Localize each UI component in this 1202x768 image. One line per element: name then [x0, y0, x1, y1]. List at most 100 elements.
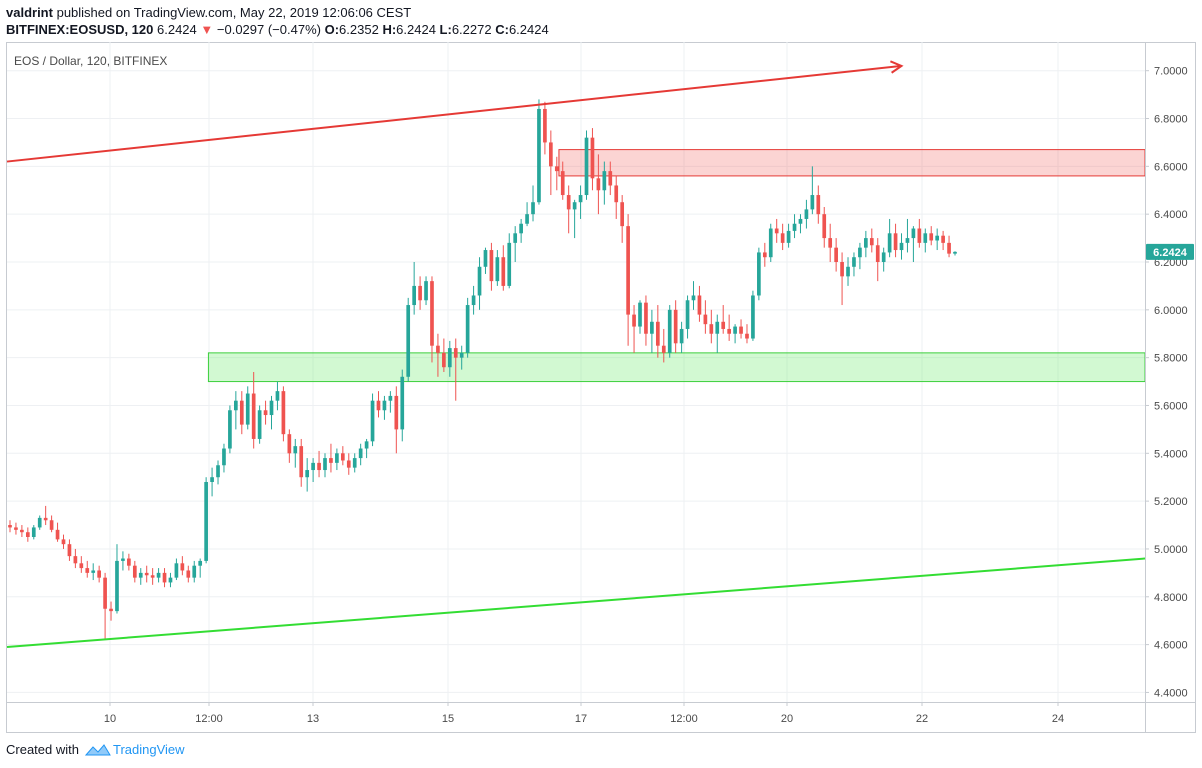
time-axis: 10 12:00 13 15 17 12:00 20 22 24 [104, 702, 1064, 725]
candle-down [727, 328, 731, 334]
y-tick-label: 5.0000 [1154, 544, 1188, 556]
candle-down [549, 142, 553, 167]
candle-up [495, 257, 500, 282]
candle-down [340, 453, 345, 461]
candle-up [91, 570, 96, 573]
candle-down [394, 395, 399, 430]
candle-up [234, 400, 238, 411]
candle-up [168, 577, 173, 583]
candle-down [762, 252, 767, 258]
candle-up [412, 285, 416, 306]
candle-down [79, 563, 84, 569]
y-tick-label: 7.0000 [1154, 66, 1188, 78]
candle-down [162, 572, 167, 583]
candle-up [519, 223, 523, 234]
last-price-label: 6.2424 [1153, 247, 1188, 259]
candle-up [923, 233, 928, 243]
candle-down [947, 242, 951, 254]
candle-up [513, 233, 518, 243]
candle-up [228, 410, 232, 449]
candle-down [436, 345, 440, 353]
candle-up [222, 448, 226, 466]
candle-up [881, 252, 886, 262]
zones [207, 149, 1145, 383]
candle-down [917, 228, 922, 243]
candle-up [31, 527, 36, 537]
x-tick-label: 13 [307, 713, 319, 725]
candle-up [733, 326, 737, 334]
candle-down [287, 434, 292, 454]
support-trendline [6, 557, 1146, 648]
candle-down [745, 333, 749, 339]
open-label: O: [324, 22, 340, 37]
candle-up [293, 446, 298, 454]
candle-up [507, 242, 512, 286]
y-tick-label: 5.6000 [1154, 400, 1188, 412]
grid [7, 42, 1145, 702]
candle-down [376, 400, 381, 411]
candle-down [590, 137, 595, 179]
tradingview-logo-icon [84, 743, 111, 755]
symbol-name: BITFINEX:EOSUSD, 120 [6, 22, 154, 37]
candle-up [858, 247, 862, 258]
candle-down [869, 238, 874, 246]
tradingview-brand[interactable]: TradingView [112, 742, 185, 757]
candle-up [388, 395, 393, 401]
candle-down [697, 295, 702, 315]
author-name[interactable]: valdrint [6, 5, 53, 20]
candle-up [852, 257, 856, 267]
candle-down [180, 563, 185, 571]
price-change: −0.0297 (−0.47%) [216, 22, 321, 37]
candle-up [786, 230, 791, 243]
down-arrow-icon: ▼ [200, 22, 214, 37]
x-tick-label: 12:00 [195, 713, 223, 725]
candle-up [156, 572, 161, 578]
candle-up [935, 235, 940, 241]
trendlines [6, 60, 1146, 648]
candle-up [525, 214, 529, 224]
candle-down [85, 568, 90, 573]
candle-up [358, 448, 363, 459]
candle-down [673, 309, 678, 344]
candle-down [816, 195, 821, 215]
candle-up [406, 305, 411, 377]
symbol-info: BITFINEX:EOSUSD, 120 6.2424 ▼ −0.0297 (−… [6, 22, 549, 38]
candle-up [115, 560, 119, 612]
candle-up [679, 328, 684, 344]
candle-down [721, 321, 726, 329]
trendline-arrowhead-icon [890, 60, 904, 74]
candle-down [430, 281, 434, 346]
candle-down [489, 250, 494, 282]
candle-up [37, 517, 42, 528]
candle-down [263, 410, 268, 416]
candle-down [644, 302, 648, 334]
candle-up [269, 400, 274, 416]
candle-up [905, 238, 910, 243]
candle-up [685, 300, 690, 329]
candle-down [840, 262, 844, 277]
y-tick-label: 5.4000 [1154, 448, 1188, 460]
candle-up [424, 281, 428, 301]
last-price-marker: 6.2424 [1146, 243, 1194, 260]
candles [8, 99, 957, 640]
candle-up [804, 209, 809, 219]
x-tick-label: 17 [575, 713, 587, 725]
candle-down [61, 539, 66, 545]
candle-up [245, 393, 250, 425]
candle-down [73, 556, 78, 564]
low-label: L: [439, 22, 452, 37]
candle-up [531, 202, 535, 215]
candle-up [578, 195, 583, 203]
candle-down [25, 532, 30, 537]
candle-down [739, 326, 743, 334]
candle-down [346, 460, 351, 468]
footer: Created with TradingView [6, 742, 185, 757]
candle-up [204, 482, 208, 561]
candle-up [798, 218, 803, 224]
candle-up [192, 565, 197, 578]
y-tick-label: 5.2000 [1154, 496, 1188, 508]
candle-up [650, 321, 654, 334]
candle-down [49, 520, 54, 530]
candle-down [566, 195, 571, 210]
